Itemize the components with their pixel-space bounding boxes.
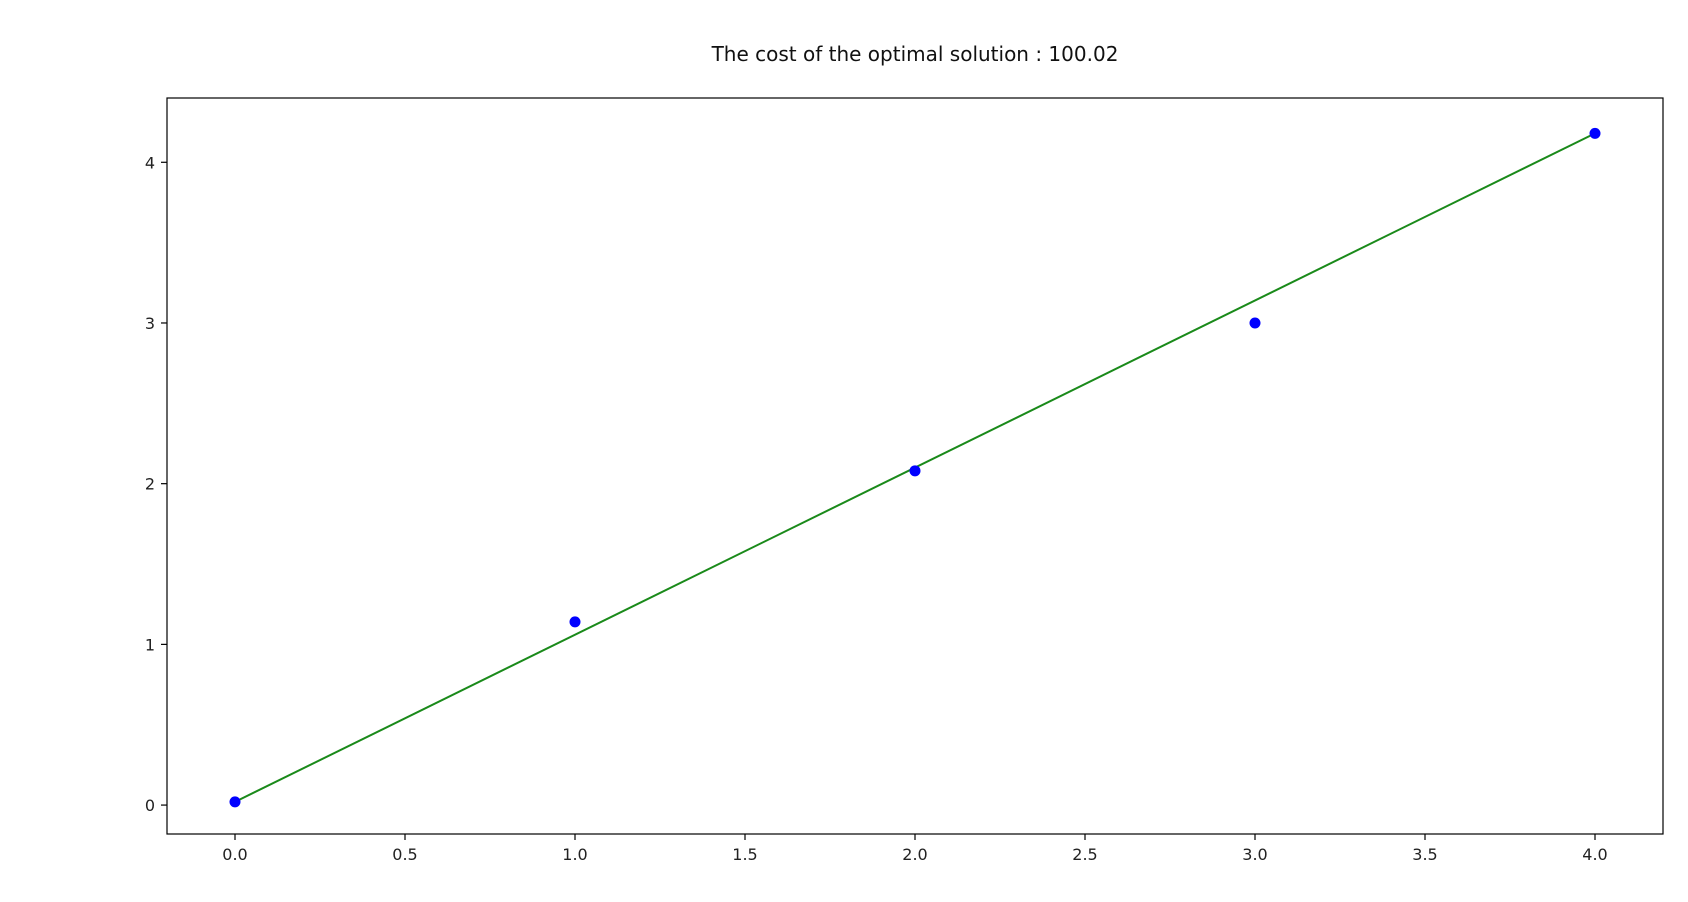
y-tick-label: 4 [145,153,155,172]
y-tick-label: 1 [145,635,155,654]
x-axis: 0.0 0.5 1.0 1.5 2.0 2.5 3.0 3.5 4.0 [222,834,1608,864]
y-axis: 0 1 2 3 4 [145,153,167,815]
x-tick-label: 0.0 [222,845,247,864]
data-point [229,796,241,808]
data-point [569,616,581,628]
data-point [1249,317,1261,329]
y-tick-label: 0 [145,796,155,815]
x-tick-label: 3.5 [1412,845,1437,864]
x-tick-label: 2.0 [902,845,927,864]
chart-title: The cost of the optimal solution : 100.0… [711,42,1119,66]
series-layer [229,127,1601,808]
x-tick-label: 2.5 [1072,845,1097,864]
x-tick-label: 4.0 [1582,845,1607,864]
data-point [1589,127,1601,139]
x-tick-label: 3.0 [1242,845,1267,864]
y-tick-label: 2 [145,475,155,494]
y-tick-label: 3 [145,314,155,333]
x-tick-label: 1.0 [562,845,587,864]
x-tick-label: 0.5 [392,845,417,864]
x-tick-label: 1.5 [732,845,757,864]
data-point [909,465,921,477]
